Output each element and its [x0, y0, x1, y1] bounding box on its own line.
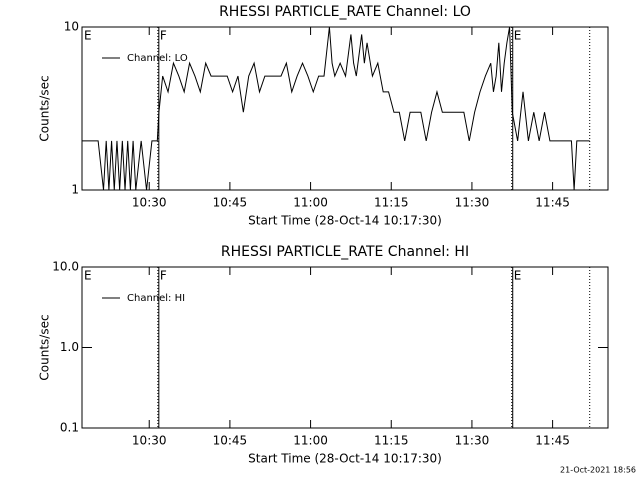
x-axis-label: Start Time (28-Oct-14 10:17:30) — [248, 214, 442, 228]
x-tick-label: 11:00 — [293, 434, 328, 448]
legend-label: Channel: LO — [127, 53, 188, 64]
x-tick-label: 11:45 — [535, 434, 570, 448]
x-tick-label: 10:30 — [132, 196, 167, 210]
y-tick-label: 0.1 — [60, 421, 79, 435]
data-line — [82, 26, 590, 191]
y-tick-label: 10.0 — [52, 260, 79, 274]
x-tick-label: 10:45 — [213, 196, 248, 210]
annotation: E — [84, 269, 92, 283]
plot-frame — [81, 26, 609, 191]
y-axis-label: Counts/sec — [38, 75, 52, 141]
annotation: F — [160, 29, 167, 43]
annotation: E — [514, 29, 522, 43]
annotation: E — [84, 29, 92, 43]
y-tick-label: 10 — [64, 20, 79, 34]
x-tick-label: 11:30 — [455, 434, 490, 448]
legend-label: Channel: HI — [127, 293, 185, 304]
footer: 21-Oct-2021 18:56 — [560, 466, 636, 475]
y-tick-label: 1 — [71, 183, 79, 197]
x-axis-label: Start Time (28-Oct-14 10:17:30) — [248, 452, 442, 466]
x-tick-label: 10:45 — [213, 434, 248, 448]
x-tick-label: 11:30 — [455, 196, 490, 210]
x-tick-label: 11:15 — [374, 434, 409, 448]
x-tick-label: 11:45 — [535, 196, 570, 210]
annotation: E — [514, 269, 522, 283]
x-tick-label: 10:30 — [132, 434, 167, 448]
y-axis-label: Counts/sec — [38, 314, 52, 380]
y-tick-label: 1.0 — [60, 340, 79, 354]
x-tick-label: 11:15 — [374, 196, 409, 210]
x-tick-label: 11:00 — [293, 196, 328, 210]
annotation: F — [160, 269, 167, 283]
chart-title: RHESSI PARTICLE_RATE Channel: HI — [221, 244, 469, 260]
chart-title: RHESSI PARTICLE_RATE Channel: LO — [219, 4, 471, 20]
